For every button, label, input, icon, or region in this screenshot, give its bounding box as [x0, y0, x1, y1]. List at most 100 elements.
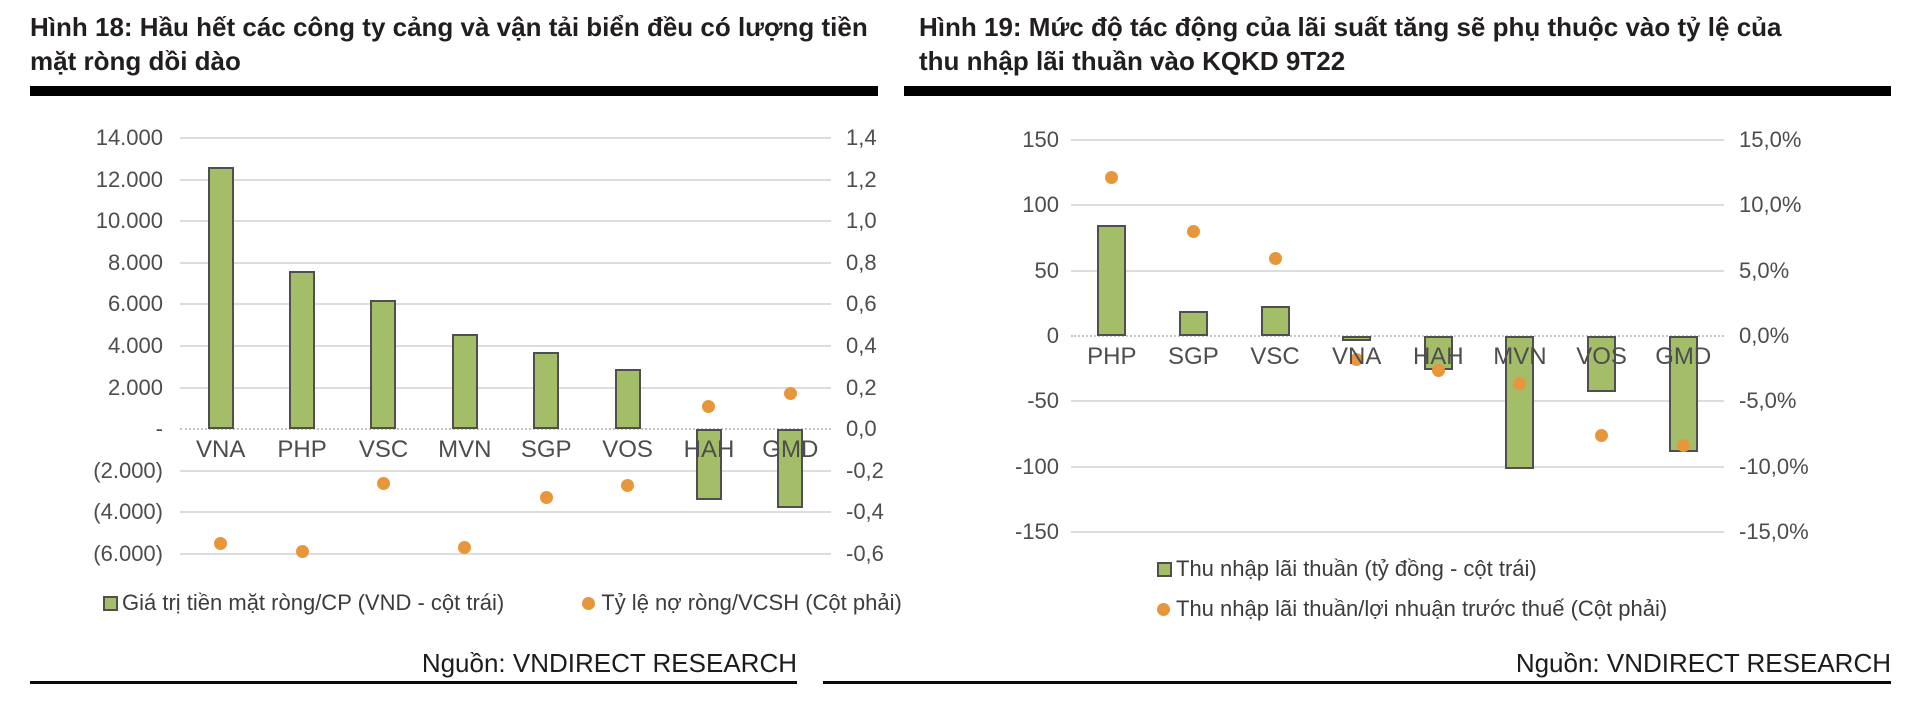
figure-19-title-line2: thu nhập lãi thuần vào KQKD 9T22 — [919, 46, 1346, 76]
gridline — [1071, 400, 1724, 403]
left-axis-tick-label: (4.000) — [93, 499, 163, 525]
left-axis-tick-label: -100 — [1014, 453, 1059, 479]
bar — [777, 429, 804, 509]
bar — [1505, 336, 1535, 470]
category-label: GMD — [762, 436, 819, 463]
bar — [1097, 224, 1127, 336]
gridline — [180, 303, 831, 306]
gridline — [1071, 139, 1724, 141]
legend-bar-swatch-icon — [1157, 561, 1172, 577]
gridline — [180, 511, 831, 514]
gridline — [1071, 531, 1724, 533]
category-label: MVN — [438, 436, 492, 463]
gridline — [1071, 465, 1724, 468]
gridline — [180, 220, 831, 223]
right-axis-tick-label: 15,0% — [1739, 127, 1802, 152]
left-axis-tick-label: -150 — [1014, 519, 1059, 544]
left-axis-tick-label: 14.000 — [95, 125, 163, 150]
figure-18-title-line1: Hình 18: Hầu hết các công ty cảng và vận… — [30, 12, 868, 42]
bar — [1587, 336, 1617, 393]
bar — [1342, 336, 1372, 342]
legend-label: Giá trị tiền mặt ròng/CP (VND - cột trái… — [122, 590, 505, 615]
figure-19-title-line1: Hình 19: Mức độ tác động của lãi suất tă… — [919, 12, 1782, 42]
scatter-dot — [1186, 225, 1200, 238]
bar — [370, 300, 397, 430]
scatter-dot — [1431, 363, 1445, 377]
category-label: MVN — [1493, 343, 1547, 370]
left-axis-tick-label: - — [155, 416, 163, 442]
legend-dot-swatch-icon — [582, 596, 596, 610]
legend-label: Thu nhập lãi thuần/lợi nhuận trước thuế … — [1176, 596, 1668, 621]
category-label: HAH — [683, 436, 735, 463]
category-label: SGP — [520, 436, 572, 463]
gridline — [180, 137, 831, 139]
gridline — [1071, 335, 1724, 337]
right-axis-tick-label: 0,4 — [846, 333, 877, 358]
right-axis-tick-label: -0,2 — [846, 457, 884, 483]
right-axis-tick-label: -15,0% — [1739, 519, 1809, 544]
category-label: VSC — [1250, 343, 1300, 370]
scatter-dot — [1350, 353, 1364, 366]
gridline — [180, 469, 831, 472]
bar — [695, 429, 722, 500]
figure-18-bottom-rule — [30, 681, 797, 684]
gridline — [180, 261, 831, 264]
scatter-dot — [702, 399, 716, 413]
right-axis-tick-label: 1,4 — [846, 125, 877, 150]
bar — [289, 271, 316, 430]
scatter-dot — [1676, 439, 1690, 453]
left-axis-tick-label: 12.000 — [95, 166, 163, 192]
left-axis-tick-label: 150 — [1022, 127, 1059, 152]
legend-item: Tỷ lệ nợ ròng/VCSH (Cột phải) — [582, 590, 902, 616]
gridline — [180, 178, 831, 181]
scatter-dot — [1595, 428, 1609, 442]
figure-19-bottom-rule — [823, 681, 1891, 684]
category-label: VSC — [358, 436, 409, 463]
category-label: VOS — [1576, 343, 1627, 370]
left-axis-tick-label: (2.000) — [93, 457, 163, 483]
figure-18-title-line2: mặt ròng dồi dào — [30, 46, 241, 76]
right-axis-tick-label: 0,0% — [1739, 323, 1790, 348]
bar — [1260, 305, 1290, 336]
right-axis-tick-label: 1,0 — [846, 208, 877, 234]
right-axis-tick-label: -5,0% — [1739, 388, 1797, 414]
right-axis-tick-label: 10,0% — [1739, 192, 1802, 218]
scatter-dot — [1105, 171, 1119, 185]
legend-dot-swatch-icon — [1157, 602, 1170, 616]
category-label: VNA — [196, 436, 246, 463]
left-axis-tick-label: 4.000 — [107, 333, 163, 358]
scatter-dot — [458, 541, 472, 555]
left-axis-tick-label: 0 — [1046, 323, 1059, 348]
scatter-dot — [295, 545, 309, 559]
legend-label: Thu nhập lãi thuần (tỷ đồng - cột trái) — [1176, 556, 1537, 581]
scatter-dot — [376, 476, 390, 490]
scatter-dot — [1513, 376, 1527, 390]
category-label: HAH — [1412, 343, 1464, 370]
scatter-dot — [783, 387, 797, 401]
legend-label: Tỷ lệ nợ ròng/VCSH (Cột phải) — [601, 590, 902, 615]
gridline — [180, 553, 831, 555]
right-axis-tick-label: 1,2 — [846, 166, 877, 192]
right-axis-tick-label: -10,0% — [1739, 453, 1809, 479]
bar — [533, 352, 560, 430]
bar — [207, 167, 234, 430]
legend-item: Giá trị tiền mặt ròng/CP (VND - cột trái… — [103, 590, 504, 616]
gridline — [180, 386, 831, 389]
figure-19-title: Hình 19: Mức độ tác động của lãi suất tă… — [919, 10, 1919, 78]
right-axis-tick-label: -0,4 — [846, 499, 884, 525]
scatter-dot — [621, 478, 635, 492]
bar — [1668, 336, 1698, 453]
category-label: SGP — [1168, 343, 1219, 370]
figure-18-title-underline — [30, 86, 878, 96]
legend-bar-swatch-icon — [103, 595, 118, 611]
right-axis-tick-label: 0,6 — [846, 291, 877, 317]
gridline — [1071, 204, 1724, 207]
figure-19-source: Nguồn: VNDIRECT RESEARCH — [1515, 648, 1891, 678]
left-axis-tick-label: 2.000 — [107, 374, 163, 400]
right-axis-tick-label: 0,8 — [846, 249, 877, 275]
bar — [614, 368, 641, 430]
figure-19-title-underline — [904, 86, 1891, 96]
scatter-dot — [214, 537, 228, 551]
